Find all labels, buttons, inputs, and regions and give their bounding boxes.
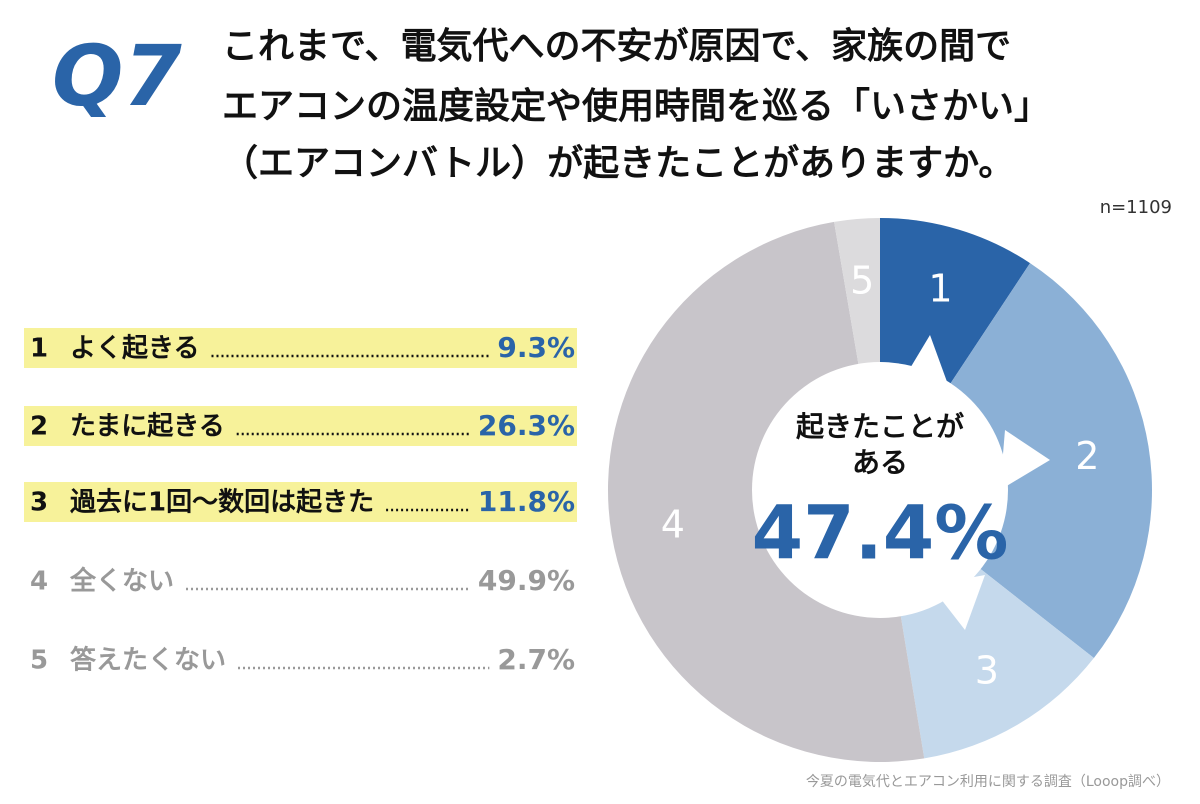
legend-number: 2 bbox=[30, 412, 48, 442]
center-value: 47.4% bbox=[752, 491, 1009, 577]
donut-hole bbox=[752, 362, 1008, 618]
center-text: 起きたことが bbox=[796, 410, 964, 443]
legend-value: 26.3% bbox=[478, 409, 575, 442]
slice-label: 3 bbox=[975, 648, 999, 692]
slice-label: 2 bbox=[1075, 434, 1099, 478]
legend-label: よく起きる bbox=[70, 334, 199, 364]
legend-label: 全くない bbox=[69, 566, 174, 597]
center-text: ある bbox=[852, 446, 908, 479]
question-label: Q7 bbox=[52, 27, 182, 125]
legend-value: 2.7% bbox=[497, 643, 575, 676]
title-line: エアコンの温度設定や使用時間を巡る「いさかい」 bbox=[222, 86, 1050, 127]
legend-value: 9.3% bbox=[497, 331, 575, 364]
legend-label: 答えたくない bbox=[70, 645, 226, 676]
legend-number: 4 bbox=[30, 567, 48, 597]
slice-label: 1 bbox=[928, 266, 952, 310]
bubble-pointer bbox=[1000, 430, 1050, 490]
title-line: これまで、電気代への不安が原因で、家族の間で bbox=[222, 26, 1011, 67]
legend-number: 1 bbox=[30, 334, 48, 364]
legend-value: 49.9% bbox=[478, 564, 575, 597]
title-line: （エアコンバトル）が起きたことがありますか。 bbox=[222, 143, 1014, 184]
legend-number: 5 bbox=[30, 646, 48, 676]
legend-label: たまに起きる bbox=[70, 412, 225, 442]
legend-highlight bbox=[24, 482, 577, 522]
sample-size: n=1109 bbox=[1100, 197, 1172, 218]
legend-number: 3 bbox=[30, 488, 48, 518]
slice-label: 4 bbox=[661, 502, 685, 546]
legend-label: 過去に1回〜数回は起きた bbox=[70, 488, 374, 518]
slice-label: 5 bbox=[850, 258, 874, 302]
center: 起きたことが ある 47.4% bbox=[752, 335, 1050, 630]
legend-highlight bbox=[24, 406, 577, 446]
legend-highlight bbox=[24, 328, 577, 368]
legend-value: 11.8% bbox=[478, 485, 575, 518]
legend: 1 よく起きる 9.3% 2 たまに起きる 26.3% 3 過去に1回〜数回は起きた 11.8%… bbox=[24, 328, 577, 676]
source: 今夏の電気代とエアコン利用に関する調査（Looop調べ） bbox=[806, 774, 1170, 790]
